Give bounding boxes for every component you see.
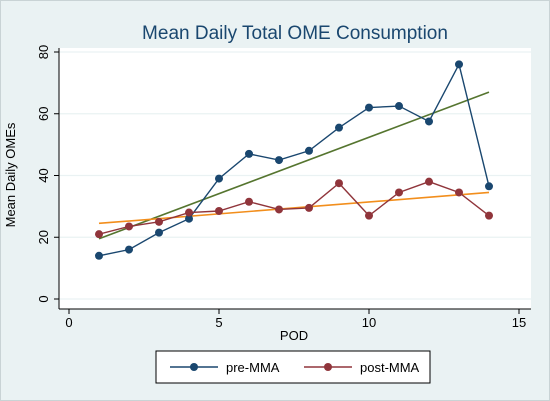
point-pre-MMA-14 bbox=[485, 182, 493, 191]
point-pre-MMA-2 bbox=[125, 245, 133, 254]
y-tick-label-3: 60 bbox=[36, 107, 51, 121]
x-axis-title: POD bbox=[280, 328, 308, 343]
plot-area bbox=[59, 48, 531, 309]
chart-title: Mean Daily Total OME Consumption bbox=[142, 23, 448, 44]
point-post-MMA-2 bbox=[125, 222, 133, 231]
y-tick-label-1: 20 bbox=[36, 230, 51, 244]
legend-label-post-MMA: post-MMA bbox=[360, 360, 420, 375]
legend-marker-post-MMA bbox=[324, 363, 332, 371]
y-tick-label-0: 0 bbox=[36, 295, 51, 302]
point-pre-MMA-10 bbox=[365, 103, 373, 112]
point-post-MMA-13 bbox=[455, 188, 463, 197]
series-layer bbox=[95, 60, 493, 260]
point-post-MMA-10 bbox=[365, 211, 373, 220]
point-pre-MMA-6 bbox=[245, 149, 253, 158]
point-post-MMA-7 bbox=[275, 205, 283, 214]
point-post-MMA-9 bbox=[335, 179, 343, 188]
series-line-post-MMA bbox=[98, 180, 490, 235]
x-tick-label-3: 15 bbox=[512, 315, 526, 330]
axis-layer: 0 20 40 60 80 0 5 10 15 bbox=[36, 45, 531, 330]
point-pre-MMA-8 bbox=[305, 146, 313, 155]
point-post-MMA-1 bbox=[95, 230, 103, 239]
series-line-pre-MMA bbox=[98, 62, 490, 257]
point-pre-MMA-5 bbox=[215, 174, 223, 183]
point-pre-MMA-7 bbox=[275, 156, 283, 165]
point-pre-MMA-11 bbox=[395, 102, 403, 111]
point-post-MMA-14 bbox=[485, 211, 493, 220]
y-tick-label-2: 40 bbox=[36, 168, 51, 182]
trendline-0 bbox=[98, 91, 490, 240]
legend-marker-pre-MMA bbox=[190, 363, 198, 371]
point-pre-MMA-1 bbox=[95, 251, 103, 260]
point-post-MMA-3 bbox=[155, 217, 163, 226]
x-tick-label-1: 5 bbox=[215, 315, 222, 330]
point-pre-MMA-4 bbox=[185, 214, 193, 223]
point-post-MMA-5 bbox=[215, 207, 223, 216]
x-tick-label-2: 10 bbox=[362, 315, 376, 330]
legend: pre-MMA post-MMA bbox=[155, 350, 431, 384]
point-post-MMA-8 bbox=[305, 203, 313, 212]
x-tick-label-0: 0 bbox=[65, 315, 72, 330]
point-pre-MMA-3 bbox=[155, 228, 163, 237]
point-pre-MMA-12 bbox=[425, 117, 433, 126]
trendline-1 bbox=[98, 191, 490, 225]
grid-layer bbox=[59, 51, 531, 300]
point-post-MMA-4 bbox=[185, 208, 193, 217]
point-post-MMA-11 bbox=[395, 188, 403, 197]
trendline-layer bbox=[98, 91, 490, 240]
point-pre-MMA-9 bbox=[335, 123, 343, 132]
legend-label-pre-MMA: pre-MMA bbox=[226, 360, 280, 375]
point-post-MMA-6 bbox=[245, 197, 253, 206]
point-post-MMA-12 bbox=[425, 177, 433, 186]
y-tick-label-4: 80 bbox=[36, 45, 51, 59]
y-axis-title: Mean Daily OMEs bbox=[3, 122, 18, 227]
point-pre-MMA-13 bbox=[455, 60, 463, 69]
